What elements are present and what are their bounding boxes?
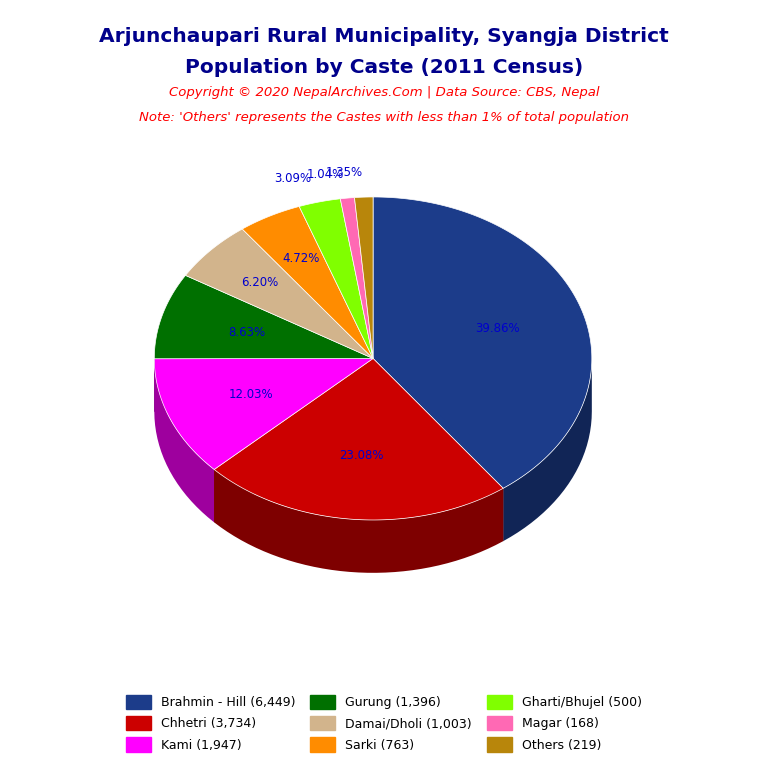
Polygon shape	[186, 229, 373, 359]
Polygon shape	[355, 197, 373, 359]
Text: Copyright © 2020 NepalArchives.Com | Data Source: CBS, Nepal: Copyright © 2020 NepalArchives.Com | Dat…	[169, 86, 599, 99]
Polygon shape	[154, 359, 373, 469]
Polygon shape	[154, 276, 373, 359]
Text: 12.03%: 12.03%	[229, 388, 273, 401]
Text: Note: 'Others' represents the Castes with less than 1% of total population: Note: 'Others' represents the Castes wit…	[139, 111, 629, 124]
Text: 1.35%: 1.35%	[325, 167, 362, 180]
Text: Population by Caste (2011 Census): Population by Caste (2011 Census)	[185, 58, 583, 77]
Polygon shape	[373, 359, 503, 541]
Polygon shape	[214, 359, 373, 522]
Polygon shape	[373, 359, 503, 541]
Polygon shape	[340, 197, 373, 359]
Polygon shape	[503, 359, 592, 541]
Text: 8.63%: 8.63%	[228, 326, 265, 339]
Text: 3.09%: 3.09%	[274, 172, 312, 185]
Legend: Brahmin - Hill (6,449), Chhetri (3,734), Kami (1,947), Gurung (1,396), Damai/Dho: Brahmin - Hill (6,449), Chhetri (3,734),…	[120, 688, 648, 758]
Polygon shape	[154, 359, 214, 522]
Text: 4.72%: 4.72%	[282, 253, 319, 266]
Polygon shape	[214, 469, 503, 573]
Polygon shape	[373, 197, 592, 488]
Polygon shape	[214, 359, 503, 520]
Polygon shape	[214, 359, 373, 522]
Polygon shape	[154, 359, 373, 412]
Polygon shape	[154, 359, 373, 412]
Text: 6.20%: 6.20%	[241, 276, 278, 289]
Text: Arjunchaupari Rural Municipality, Syangja District: Arjunchaupari Rural Municipality, Syangj…	[99, 27, 669, 46]
Polygon shape	[242, 207, 373, 359]
Text: 23.08%: 23.08%	[339, 449, 384, 462]
Text: 39.86%: 39.86%	[475, 322, 520, 335]
Polygon shape	[300, 199, 373, 359]
Text: 1.04%: 1.04%	[306, 167, 343, 180]
